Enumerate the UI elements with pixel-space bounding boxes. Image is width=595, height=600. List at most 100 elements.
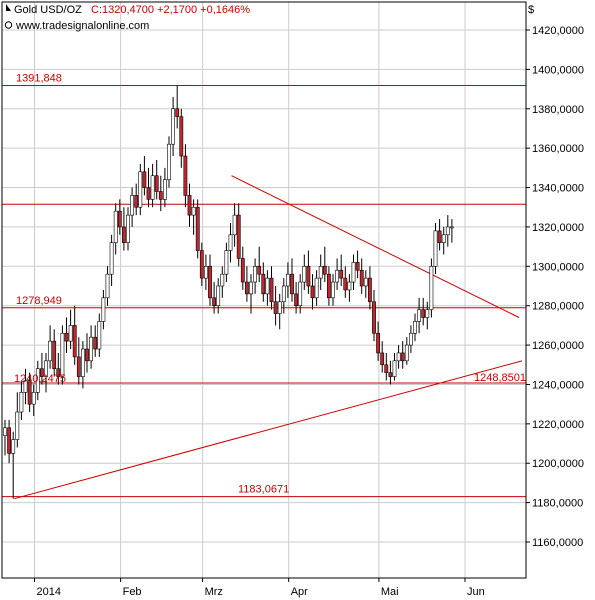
support-line-label: 1248,8501 [474,372,526,384]
candle-body [413,321,417,334]
candle-body [351,262,356,283]
y-tick-label: 1360,0000 [532,143,584,155]
candle-body [105,273,110,299]
candle-body [216,285,221,306]
candle-body [183,155,188,196]
candle-body [3,427,7,436]
candle-body [89,336,94,362]
candle-body [56,368,61,377]
candle-body [392,360,397,377]
candle-body [363,277,368,287]
candle-body [339,269,344,279]
candle-body [347,281,352,291]
candle-body [277,301,282,314]
candle-body [273,301,278,314]
candle-body [113,210,118,243]
x-tick-label: 2014 [37,586,61,598]
candle-body [158,191,163,200]
candle-body [380,352,385,366]
y-tick-label: 1260,0000 [532,340,584,352]
y-tick-label: 1280,0000 [532,301,584,313]
candle-body [163,179,167,200]
candle-body [35,368,40,393]
candle-body [396,352,401,362]
candle-body [122,226,126,243]
candle-body [179,116,184,157]
candle-body [15,411,20,440]
candle-body [199,250,204,279]
candle-body [437,230,442,243]
candle-body [335,269,340,283]
candle-body [372,301,376,334]
candle-body [322,266,327,275]
instrument-title: Gold USD/OZ [14,4,82,16]
candle-body [376,332,381,354]
candle-body [400,352,405,362]
y-tick-label: 1160,0000 [532,537,583,549]
candle-body [109,242,114,275]
candles [3,85,454,499]
candle-body [257,266,262,275]
site-url: www.tradesignalonline.com [15,20,149,32]
candle-body [68,325,73,342]
candle-body [298,281,303,306]
support-trendline [14,360,523,500]
candle-body [253,266,258,283]
candle-body [175,108,180,117]
candle-body [326,273,331,299]
candle-body [306,266,311,287]
candle-body [220,273,225,287]
y-tick-label: 1380,0000 [532,104,584,116]
candle-body [27,380,32,405]
candle-body [212,297,217,306]
candle-body [48,340,53,362]
candle-body [359,269,364,287]
candle-body [85,348,89,362]
candle-body [150,175,155,200]
level-label: 1240,2475 [14,373,66,385]
candle-body [44,360,48,377]
x-tick-label: Jun [467,586,485,598]
resistance-trendline [231,175,520,318]
candle-body [101,297,106,322]
trendlines [14,175,523,500]
price-values: C:1320,4700 +2,1700 +0,1646% [91,4,250,16]
candle-body [441,234,446,243]
plot-frame [1,1,527,579]
candle-body [404,344,409,362]
candle-body [343,277,348,291]
candle-body [126,214,130,243]
candle-body [433,230,438,267]
candle-body [81,348,85,377]
candle-body [449,226,454,229]
candle-body [93,336,98,350]
candle-body [7,427,12,454]
candle-body [355,262,360,271]
candle-body [204,266,208,279]
candle-body [130,195,135,216]
candle-body [384,364,389,373]
candle-body [39,368,44,377]
candle-body [191,206,196,216]
candle-body [265,277,270,295]
candle-body [302,266,307,283]
candle-body [249,281,253,295]
y-tick-label: 1420,0000 [532,25,584,37]
candle-body [445,226,450,236]
y-tick-label: 1200,0000 [532,458,584,470]
candle-body [167,143,171,180]
candle-body [310,285,315,299]
candle-body [314,277,319,299]
x-tick-label: Mai [381,586,399,598]
candle-body [60,332,65,377]
candle-body [318,266,323,279]
candle-body [52,340,57,370]
candle-body [64,332,69,342]
y-tick-label: 1180,0000 [532,498,583,510]
y-tick-label: 1220,0000 [532,419,584,431]
candle-body [224,250,229,275]
candle-body [138,171,143,208]
y-tick-label: 1300,0000 [532,261,584,273]
y-axis: 1160,0000 1180,0000 1200,0000 1220,0000 1240… [526,25,584,549]
